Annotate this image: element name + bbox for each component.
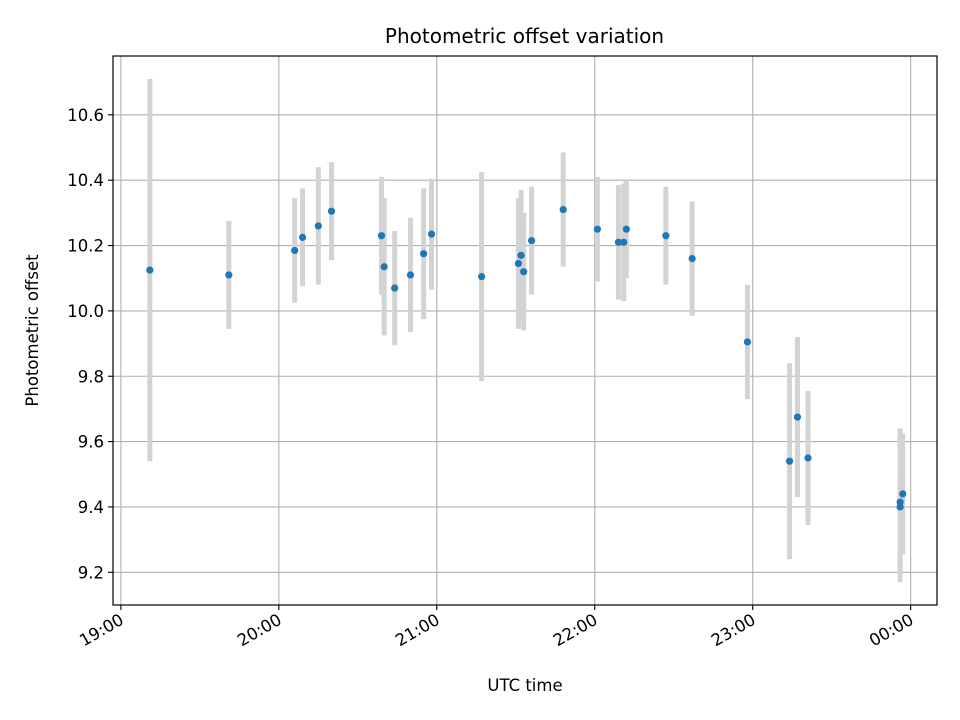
- data-point: [662, 232, 670, 240]
- data-point: [391, 284, 399, 292]
- data-point: [688, 255, 696, 263]
- data-point: [327, 207, 336, 215]
- data-point: [291, 246, 299, 255]
- y-tick-label: 10.4: [67, 171, 104, 190]
- data-point: [896, 503, 904, 511]
- data-point: [899, 490, 907, 498]
- plot-frame: [112, 55, 938, 606]
- data-point: [785, 457, 794, 465]
- data-point: [517, 251, 525, 259]
- data-point: [622, 225, 630, 233]
- data-point: [225, 271, 233, 279]
- x-axis-label: UTC time: [487, 676, 562, 695]
- data-point: [427, 230, 436, 238]
- y-tick-label: 10.2: [67, 237, 104, 256]
- data-point: [420, 250, 428, 258]
- data-point: [559, 205, 567, 214]
- data-point: [520, 268, 528, 276]
- chart-title: Photometric offset variation: [385, 24, 664, 48]
- data-point: [527, 237, 536, 245]
- data-point: [743, 338, 752, 346]
- data-point: [804, 454, 812, 462]
- y-tick-label: 10.6: [67, 106, 104, 125]
- y-tick-label: 9.2: [78, 563, 104, 582]
- y-axis-label: Photometric offset: [23, 254, 42, 407]
- data-point: [146, 266, 154, 274]
- y-tick-label: 9.8: [78, 367, 104, 386]
- data-point: [793, 413, 802, 421]
- data-points: [146, 205, 907, 511]
- data-point: [406, 271, 415, 279]
- data-point: [620, 238, 628, 246]
- data-point: [477, 272, 486, 281]
- data-point: [514, 259, 523, 268]
- data-point: [298, 233, 307, 241]
- data-point: [377, 232, 386, 240]
- y-tick-label: 9.6: [78, 433, 104, 452]
- data-point: [380, 263, 388, 271]
- data-point: [593, 225, 601, 233]
- y-tick-label: 10.0: [67, 302, 104, 321]
- y-tick-label: 9.4: [78, 498, 104, 517]
- data-point: [614, 238, 623, 246]
- data-point: [314, 222, 322, 230]
